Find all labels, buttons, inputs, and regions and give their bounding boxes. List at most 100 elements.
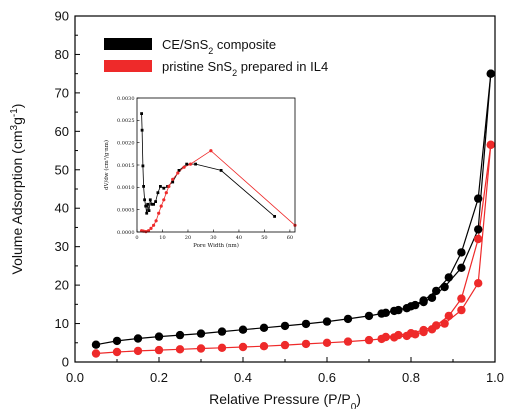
legend-label-pristine-sns2: pristine SnS2 prepared in IL4 (162, 59, 328, 78)
y-tick-label: 40 (55, 201, 69, 216)
inset-series-1-point (157, 211, 161, 215)
inset-y-tick-label: 0.0000 (117, 230, 135, 236)
inset-y-tick-label: 0.0020 (117, 140, 135, 146)
legend-label-ce-sns2: CE/SnS2 composite (162, 37, 276, 56)
main-axis-ticks: 0.0 0.2 0.4 0.6 0.8 1.0 0 10 20 30 40 50 60 70 80 90 (55, 9, 505, 386)
series-0-adsorption-point (457, 263, 466, 272)
series-1-adsorption-point (196, 344, 206, 353)
series-0-adsorption-point (112, 336, 122, 346)
legend-item-ce-sns2: CE/SnS2 composite (104, 37, 276, 56)
y-tick-label: 50 (55, 162, 69, 177)
series-1-adsorption-point (238, 342, 248, 352)
inset-series-0-point (171, 180, 175, 184)
series-0-adsorption-point (280, 321, 290, 331)
series-1-adsorption-point (280, 340, 290, 350)
series-1-desorption-point (457, 294, 466, 303)
inset-series-1-point (167, 184, 171, 188)
inset-y-tick-label: 0.0030 (117, 96, 135, 102)
inset-series-0-point (159, 185, 162, 188)
inset-plot-frame (136, 97, 296, 233)
inset-series-0-point (177, 169, 181, 172)
inset-x-tick-label: 0 (135, 235, 138, 241)
x-axis-title: Relative Pressure (P/P0) (209, 391, 361, 409)
inset-series-1-point (209, 149, 213, 153)
inset-series-0-point (140, 112, 143, 115)
inset-x-tick-label: 30 (210, 235, 216, 241)
x-tick-label: 0.6 (318, 370, 336, 385)
series-0-desorption-point (474, 194, 483, 203)
main-plot-frame (74, 15, 496, 363)
series-0-desorption-point (381, 308, 390, 317)
inset-series-0-point (143, 198, 146, 202)
series-0-adsorption-point (259, 323, 269, 332)
inset-series-1-point (149, 226, 153, 230)
inset-series-0-point (146, 202, 150, 206)
inset-series-0-point (144, 204, 148, 208)
series-1-adsorption-point (133, 346, 143, 356)
inset-series-1-point (171, 177, 175, 181)
series-0-adsorption-point (133, 334, 143, 343)
inset-y-tick-label: 0.0005 (117, 207, 135, 213)
series-1-adsorption-point (217, 343, 227, 352)
series-1-desorption-point (394, 330, 403, 340)
inset-series-0-point (152, 202, 155, 206)
y-tick-label: 60 (55, 124, 69, 139)
inset-y-tick-label: 0.0010 (117, 185, 135, 191)
inset-x-tick-label: 40 (236, 235, 242, 241)
y-tick-label: 0 (62, 355, 69, 370)
inset-series-0-point (154, 200, 157, 203)
y-axis-title: Volume Adsorption (cm3g-1) (9, 104, 26, 275)
series-0-adsorption-point (474, 225, 483, 234)
inset-axis-ticks: 0 10 20 30 40 50 60 0.0000 0.0005 0.0010 0.0015 0.0… (117, 96, 293, 241)
series-0-desorption-point (394, 305, 403, 315)
x-tick-label: 0.2 (150, 370, 168, 385)
series-0-desorption-point (486, 69, 495, 78)
inset-series-0-point (148, 198, 152, 202)
series-0-desorption-point (444, 273, 453, 282)
inset-series-1-point (188, 162, 193, 166)
inset-series-1-point (182, 165, 186, 169)
series-0-adsorption-point (91, 340, 101, 349)
inset-series-0-point (194, 162, 197, 166)
series-1-adsorption-point (175, 345, 185, 354)
inset-series-0-point (219, 169, 223, 172)
series-0-adsorption-point (154, 332, 164, 341)
y-tick-label: 70 (55, 85, 69, 100)
inset-series-1-point (159, 204, 163, 208)
series-0-adsorption-point (196, 329, 206, 338)
y-tick-label: 80 (55, 47, 69, 62)
series-1-desorption-point (474, 234, 483, 244)
series-0-desorption-point (432, 286, 441, 296)
inset-background (137, 98, 295, 232)
x-tick-label: 0.4 (234, 370, 252, 385)
y-tick-label: 10 (55, 316, 69, 331)
main-plot-marks (91, 69, 495, 358)
inset-y-axis-title: dV/dw (cm³/g·nm) (103, 140, 110, 190)
series-1-adsorption-point (154, 345, 164, 355)
inset-series-1-point (152, 223, 156, 227)
series-1-adsorption-point (457, 305, 466, 315)
inset-series-0-point (142, 185, 145, 188)
inset-series-0-point (141, 164, 145, 168)
inset-series-1-point (164, 191, 168, 195)
x-tick-label: 0.8 (402, 370, 420, 385)
series-1-adsorption-point (343, 337, 353, 346)
series-0-adsorption-point (238, 325, 248, 334)
inset-series-0-point (150, 202, 154, 206)
series-1-desorption-point (444, 311, 453, 321)
series-0-desorption-point (457, 248, 466, 257)
y-tick-label: 30 (55, 239, 69, 254)
inset-series-0-point (162, 186, 166, 190)
inset-series-1-point (146, 229, 151, 233)
series-0-adsorption-point (427, 293, 437, 302)
legend-marker-ce-sns2 (104, 38, 152, 50)
inset-x-tick-label: 10 (159, 235, 165, 241)
inset-x-tick-label: 50 (261, 235, 267, 241)
series-0-adsorption-point (175, 330, 185, 340)
inset-series-0-point (273, 215, 276, 218)
inset-x-axis-title: Pore Width (nm) (193, 242, 239, 249)
x-tick-label: 1.0 (486, 370, 504, 385)
series-1-desorption-point (406, 329, 416, 338)
y-tick-label: 20 (55, 278, 69, 293)
inset-series-1-point (176, 171, 180, 175)
